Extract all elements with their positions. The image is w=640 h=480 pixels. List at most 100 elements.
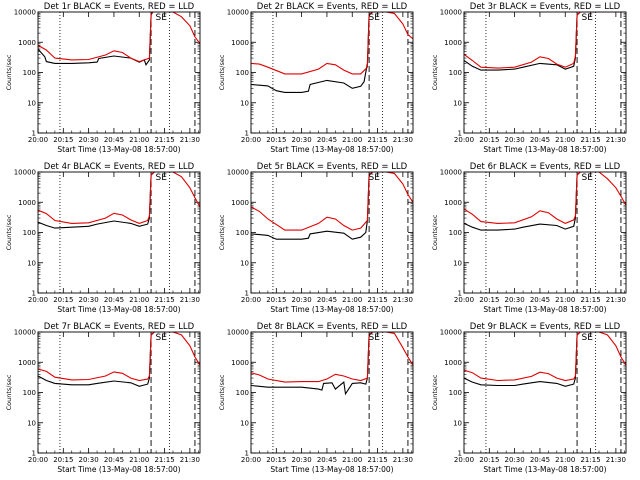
chart-1-y-tick-label: 10 xyxy=(27,99,36,107)
chart-6-x-tick-label: 20:15 xyxy=(479,296,499,304)
chart-4-x-tick-label: 20:00 xyxy=(28,296,48,304)
chart-9-y-axis-label: Counts/sec xyxy=(431,374,439,410)
chart-2-plot-frame xyxy=(250,11,414,134)
chart-2-x-tick-label: 20:15 xyxy=(266,136,286,144)
chart-4-lld-series-line xyxy=(38,172,200,224)
chart-3-x-tick-label: 20:45 xyxy=(530,136,550,144)
chart-8-y-tick-label: 10 xyxy=(240,419,249,427)
chart-6-plot-frame xyxy=(463,171,627,294)
chart-3-annotation-label: SE xyxy=(581,13,593,23)
chart-7-x-tick-label: 20:30 xyxy=(79,456,99,464)
chart-4-y-tick-label: 100 xyxy=(23,229,36,237)
chart-2-annotation-label: SE xyxy=(368,13,380,23)
chart-5-plot-frame xyxy=(250,171,414,294)
chart-2-x-tick-label: 21:30 xyxy=(393,136,413,144)
chart-5-events-series-line xyxy=(251,172,373,240)
chart-5-x-tick-label: 21:15 xyxy=(367,296,387,304)
chart-4-x-tick-label: 21:15 xyxy=(154,296,174,304)
chart-8-annotation-label: SE xyxy=(368,333,380,343)
chart-6-data-area xyxy=(464,172,626,231)
chart-3-panel: Det 3r BLACK = Events, RED = LLD Counts/s… xyxy=(431,2,627,154)
chart-2-y-axis-label: Counts/sec xyxy=(218,54,226,90)
chart-7-data-area xyxy=(38,332,200,387)
chart-3-x-tick-label: 20:15 xyxy=(479,136,499,144)
chart-7-lld-series-line xyxy=(38,332,200,382)
chart-1-x-tick-label: 20:45 xyxy=(104,136,124,144)
chart-7-x-tick-label: 20:45 xyxy=(104,456,124,464)
chart-1-x-tick-label: 21:30 xyxy=(180,136,200,144)
chart-5-x-tick-label: 21:00 xyxy=(342,296,362,304)
chart-7-title: Det 7r BLACK = Events, RED = LLD xyxy=(44,322,195,332)
chart-3-title: Det 3r BLACK = Events, RED = LLD xyxy=(470,2,621,12)
chart-5-y-tick-label: 1000 xyxy=(231,199,249,207)
chart-2-x-axis-label: Start Time (13-May-08 18:57:00) xyxy=(270,145,393,154)
chart-1-x-tick-label: 20:30 xyxy=(79,136,99,144)
chart-1-y-tick-label: 1000 xyxy=(18,39,36,47)
chart-3-plot-frame xyxy=(463,11,627,134)
chart-3-y-tick-label: 10000 xyxy=(440,9,462,17)
chart-6-y-tick-label: 100 xyxy=(449,229,462,237)
chart-9-x-tick-label: 20:30 xyxy=(505,456,525,464)
chart-2-x-tick-label: 21:00 xyxy=(342,136,362,144)
chart-9-x-axis-label: Start Time (13-May-08 18:57:00) xyxy=(483,465,606,474)
chart-4-x-tick-label: 20:30 xyxy=(79,296,99,304)
chart-7-annotation-label: SE xyxy=(155,333,167,343)
chart-6-x-tick-label: 21:30 xyxy=(606,296,626,304)
chart-6-y-tick-label: 1 xyxy=(458,290,462,298)
chart-4-title: Det 4r BLACK = Events, RED = LLD xyxy=(44,162,195,172)
chart-9-data-area xyxy=(464,332,626,387)
chart-5-x-tick-label: 20:00 xyxy=(241,296,261,304)
chart-5-x-tick-label: 20:15 xyxy=(266,296,286,304)
chart-8-y-tick-label: 10000 xyxy=(227,329,249,337)
chart-6-x-tick-label: 21:15 xyxy=(580,296,600,304)
chart-2-x-tick-label: 21:15 xyxy=(367,136,387,144)
chart-6-lld-series-line xyxy=(464,172,626,225)
chart-2-y-tick-label: 10 xyxy=(240,99,249,107)
chart-7-y-tick-label: 1 xyxy=(32,450,36,458)
chart-9-x-tick-label: 21:00 xyxy=(555,456,575,464)
chart-2-x-tick-label: 20:30 xyxy=(292,136,312,144)
chart-6-y-tick-label: 10 xyxy=(453,259,462,267)
chart-8-x-tick-label: 20:00 xyxy=(241,456,261,464)
chart-1-x-tick-label: 20:15 xyxy=(53,136,73,144)
chart-3-x-tick-label: 20:30 xyxy=(505,136,525,144)
chart-3-x-tick-label: 21:00 xyxy=(555,136,575,144)
chart-4-y-tick-label: 1 xyxy=(32,290,36,298)
chart-5-y-tick-label: 1 xyxy=(245,290,249,298)
chart-8-x-tick-label: 21:00 xyxy=(342,456,362,464)
chart-4-x-tick-label: 20:45 xyxy=(104,296,124,304)
chart-7-x-tick-label: 20:00 xyxy=(28,456,48,464)
chart-2-y-tick-label: 1 xyxy=(245,130,249,138)
chart-6-title: Det 6r BLACK = Events, RED = LLD xyxy=(470,162,621,172)
chart-8-y-tick-label: 1000 xyxy=(231,359,249,367)
chart-4-x-tick-label: 20:15 xyxy=(53,296,73,304)
chart-8-x-axis-label: Start Time (13-May-08 18:57:00) xyxy=(270,465,393,474)
chart-7-x-tick-label: 20:15 xyxy=(53,456,73,464)
chart-7-x-tick-label: 21:00 xyxy=(129,456,149,464)
chart-7-y-tick-label: 1000 xyxy=(18,359,36,367)
chart-5-lld-series-line xyxy=(251,172,413,231)
chart-1-x-tick-label: 21:15 xyxy=(154,136,174,144)
chart-6-panel: Det 6r BLACK = Events, RED = LLD Counts/s… xyxy=(431,162,627,314)
chart-1-title: Det 1r BLACK = Events, RED = LLD xyxy=(44,2,195,12)
chart-8-y-tick-label: 1 xyxy=(245,450,249,458)
chart-5-panel: Det 5r BLACK = Events, RED = LLD Counts/s… xyxy=(218,162,414,314)
chart-7-y-tick-label: 100 xyxy=(23,389,36,397)
chart-2-data-area xyxy=(251,12,413,93)
chart-2-panel: Det 2r BLACK = Events, RED = LLD Counts/s… xyxy=(218,2,414,154)
chart-2-x-tick-label: 20:45 xyxy=(317,136,337,144)
chart-4-x-tick-label: 21:30 xyxy=(180,296,200,304)
chart-9-y-tick-label: 10 xyxy=(453,419,462,427)
chart-8-x-tick-label: 21:15 xyxy=(367,456,387,464)
chart-3-data-area xyxy=(464,12,626,71)
chart-5-data-area xyxy=(251,172,413,240)
chart-6-y-tick-label: 1000 xyxy=(444,199,462,207)
chart-8-y-axis-label: Counts/sec xyxy=(218,374,226,410)
chart-3-y-tick-label: 100 xyxy=(449,69,462,77)
chart-9-x-tick-label: 20:45 xyxy=(530,456,550,464)
chart-1-y-axis-label: Counts/sec xyxy=(5,54,13,90)
chart-5-y-tick-label: 10000 xyxy=(227,169,249,177)
chart-2-x-tick-label: 20:00 xyxy=(241,136,261,144)
chart-8-x-tick-label: 20:15 xyxy=(266,456,286,464)
